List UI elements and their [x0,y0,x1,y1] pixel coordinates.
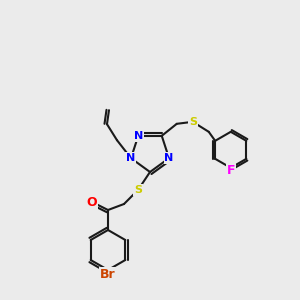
Text: N: N [126,153,136,163]
Text: S: S [134,185,142,195]
Text: N: N [134,131,143,141]
Text: S: S [189,117,197,127]
Text: F: F [226,164,235,177]
Text: O: O [87,196,97,208]
Text: Br: Br [100,268,116,281]
Text: N: N [164,153,174,163]
